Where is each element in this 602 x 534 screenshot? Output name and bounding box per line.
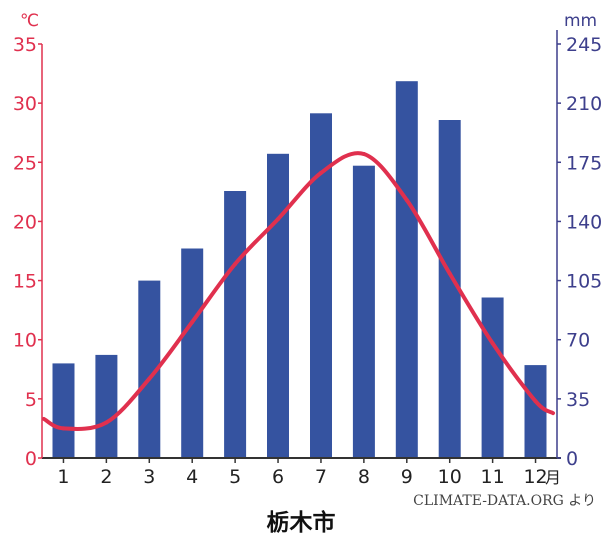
right-tick-label: 35 bbox=[566, 389, 590, 411]
precipitation-bar bbox=[138, 280, 161, 458]
chart-source: CLIMATE-DATA.ORG より bbox=[413, 493, 596, 509]
precipitation-bars bbox=[52, 81, 547, 459]
temperature-point bbox=[276, 217, 280, 222]
precipitation-bar bbox=[438, 120, 461, 458]
temperature-point bbox=[533, 399, 538, 404]
right-tick-label: 245 bbox=[566, 34, 602, 56]
precipitation-bar bbox=[224, 191, 247, 458]
precipitation-bar bbox=[481, 297, 504, 458]
temperature-point bbox=[147, 376, 152, 381]
left-tick-label: 15 bbox=[13, 271, 37, 293]
temperature-point bbox=[404, 198, 409, 203]
temperature-line-layer bbox=[42, 151, 555, 431]
left-axis-unit: ℃ bbox=[20, 11, 39, 31]
x-tick-label: 7 bbox=[315, 466, 327, 488]
chart-axes bbox=[38, 30, 561, 463]
precipitation-bar bbox=[52, 363, 75, 458]
left-tick-label: 0 bbox=[25, 448, 37, 470]
temperature-point bbox=[490, 341, 495, 346]
chart-title: 栃木市 bbox=[267, 509, 336, 534]
precipitation-bar bbox=[395, 81, 418, 458]
x-tick-label: 2 bbox=[100, 466, 112, 488]
left-tick-label: 35 bbox=[13, 34, 37, 56]
x-tick-label: 6 bbox=[272, 466, 284, 488]
x-tick-label: 12 bbox=[523, 466, 547, 488]
precipitation-bar bbox=[310, 113, 332, 459]
temperature-point bbox=[447, 271, 452, 276]
right-tick-label: 0 bbox=[566, 448, 578, 470]
x-tick-label: 10 bbox=[438, 466, 462, 488]
temperature-point bbox=[104, 420, 109, 425]
left-tick-label: 10 bbox=[13, 330, 37, 352]
right-tick-label: 210 bbox=[566, 93, 602, 115]
x-tick-label: 9 bbox=[401, 466, 413, 488]
right-tick-label: 105 bbox=[566, 271, 602, 293]
right-tick-label: 175 bbox=[566, 152, 602, 174]
x-tick-label: 8 bbox=[358, 466, 370, 488]
right-axis-unit: mm bbox=[564, 11, 597, 31]
left-tick-label: 5 bbox=[25, 389, 37, 411]
right-tick-label: 70 bbox=[566, 330, 590, 352]
x-tick-label: 1 bbox=[57, 466, 69, 488]
precipitation-bar bbox=[352, 165, 375, 458]
x-tick-label: 5 bbox=[229, 466, 241, 488]
temperature-point bbox=[319, 170, 323, 175]
temperature-line bbox=[42, 151, 555, 431]
temperature-point bbox=[233, 262, 238, 266]
precipitation-bar bbox=[181, 248, 204, 458]
temperature-point bbox=[190, 320, 195, 324]
temperature-point bbox=[61, 426, 66, 431]
x-axis-unit: 月 bbox=[545, 468, 561, 487]
left-tick-label: 20 bbox=[13, 211, 37, 233]
x-tick-label: 11 bbox=[481, 466, 505, 488]
precipitation-bar bbox=[267, 153, 289, 459]
precipitation-bar bbox=[524, 365, 547, 458]
temperature-point bbox=[361, 152, 366, 156]
x-tick-label: 3 bbox=[143, 466, 155, 488]
left-tick-label: 30 bbox=[13, 93, 37, 115]
precipitation-bar bbox=[95, 354, 118, 458]
left-tick-label: 25 bbox=[13, 152, 37, 174]
right-tick-label: 140 bbox=[566, 211, 602, 233]
x-tick-label: 4 bbox=[186, 466, 198, 488]
